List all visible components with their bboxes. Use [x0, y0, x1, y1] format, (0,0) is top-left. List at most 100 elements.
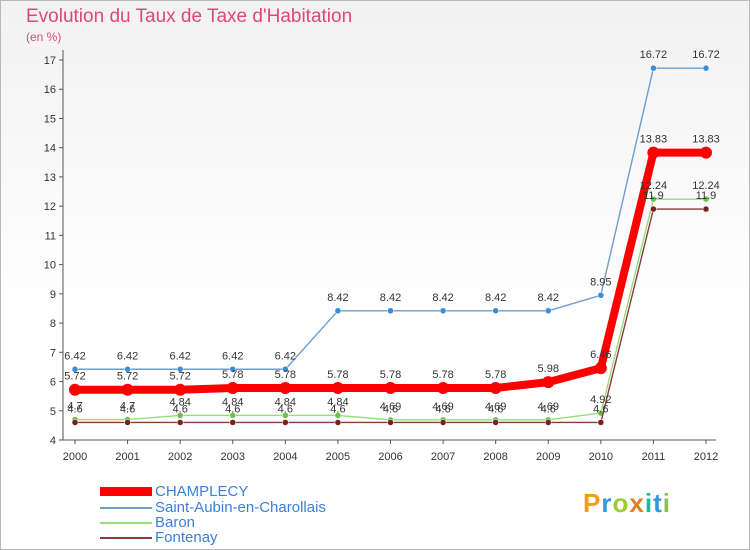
logo-letter: i: [662, 488, 671, 518]
data-label: 4.6: [330, 403, 345, 415]
data-label: 4.6: [593, 403, 608, 415]
data-point: [437, 381, 450, 394]
data-label: 4.7: [67, 401, 82, 413]
y-tick-label: 11: [45, 230, 56, 242]
legend-label: Saint-Aubin-en-Charollais: [155, 499, 326, 516]
data-label: 16.72: [640, 49, 668, 61]
data-point: [229, 366, 236, 373]
data-point: [387, 419, 394, 426]
data-label: 6.42: [222, 350, 243, 362]
data-point: [545, 419, 552, 426]
x-tick-label: 2004: [273, 451, 297, 463]
data-point: [489, 381, 502, 394]
data-label: 4.92: [590, 394, 611, 406]
data-point: [124, 419, 131, 426]
data-point: [700, 146, 712, 159]
data-label: 4.6: [383, 403, 398, 415]
data-point: [282, 419, 289, 426]
data-label: 12.24: [692, 180, 720, 192]
data-point: [597, 292, 605, 299]
data-point: [702, 64, 710, 72]
data-point: [650, 195, 657, 203]
x-tick-label: 2009: [536, 451, 560, 463]
data-label: 5.78: [327, 369, 348, 381]
x-tick-label: 2002: [168, 451, 192, 463]
data-point: [176, 412, 184, 419]
data-label: 8.42: [327, 292, 348, 304]
data-label: 13.83: [640, 134, 668, 146]
x-tick-label: 2011: [642, 451, 666, 463]
chart-unit: (en %): [26, 30, 62, 44]
y-tick-label: 12: [44, 201, 56, 213]
data-label: 5.72: [117, 371, 138, 383]
x-tick-label: 2012: [694, 451, 718, 463]
data-point: [334, 419, 342, 426]
data-label: 4.69: [380, 401, 401, 413]
proxiti-logo: Proxiti: [583, 488, 671, 519]
data-label: 6.46: [590, 349, 611, 361]
data-point: [545, 307, 552, 315]
logo-letter: r: [601, 488, 613, 518]
data-point: [439, 419, 447, 426]
data-label: 5.78: [432, 369, 453, 381]
data-point: [702, 205, 710, 213]
data-label: 4.6: [67, 403, 82, 415]
logo-letter: x: [629, 488, 645, 518]
data-label: 6.42: [169, 350, 190, 362]
legend-swatch: [100, 537, 152, 539]
data-point: [594, 362, 607, 375]
data-label: 6.42: [275, 350, 296, 362]
data-point: [702, 195, 710, 203]
data-label: 5.78: [485, 369, 506, 381]
x-tick-label: 2006: [378, 451, 402, 463]
logo-letter: P: [583, 488, 602, 518]
data-point: [334, 412, 342, 419]
y-tick-label: 4: [50, 435, 56, 447]
logo-letter: i: [644, 488, 654, 518]
data-label: 5.72: [64, 371, 85, 383]
x-tick-label: 2010: [589, 451, 613, 463]
y-tick-label: 15: [44, 113, 56, 125]
data-label: 4.6: [225, 403, 240, 415]
logo-letter: o: [612, 488, 630, 518]
data-label: 5.78: [275, 369, 296, 381]
data-point: [226, 381, 239, 394]
legend-swatch: [100, 507, 152, 509]
data-point: [334, 307, 342, 315]
y-tick-label: 8: [50, 318, 56, 330]
x-tick-label: 2000: [63, 451, 87, 463]
data-label: 4.6: [488, 403, 503, 415]
data-label: 8.95: [590, 276, 611, 288]
data-label: 13.83: [692, 134, 720, 146]
data-label: 4.6: [435, 403, 450, 415]
data-label: 5.78: [380, 369, 401, 381]
data-point: [384, 381, 397, 394]
y-tick-label: 14: [44, 143, 56, 155]
data-point: [71, 366, 79, 373]
y-tick-label: 9: [50, 289, 56, 301]
y-tick-label: 10: [44, 260, 56, 272]
logo-letter: t: [653, 488, 663, 518]
x-tick-label: 2005: [326, 451, 350, 463]
data-label: 12.24: [640, 180, 668, 192]
y-tick-label: 13: [44, 172, 56, 184]
data-label: 8.42: [485, 292, 506, 304]
data-label: 4.6: [278, 403, 293, 415]
data-point: [282, 412, 289, 419]
data-label: 8.42: [538, 292, 559, 304]
y-tick-label: 16: [44, 84, 56, 96]
chart-title: Evolution du Taux de Taxe d'Habitation: [26, 6, 353, 27]
legend-label: CHAMPLECY: [155, 483, 249, 500]
data-point: [174, 383, 187, 396]
data-label: 4.84: [275, 396, 296, 408]
data-point: [121, 383, 134, 396]
data-point: [282, 366, 289, 373]
data-label: 5.72: [169, 371, 190, 383]
legend-label: Fontenay: [155, 529, 218, 546]
data-label: 5.78: [222, 369, 243, 381]
data-point: [229, 412, 236, 419]
data-label: 6.42: [64, 350, 85, 362]
data-point: [69, 383, 81, 396]
x-tick-label: 2007: [431, 451, 455, 463]
data-point: [650, 64, 657, 72]
